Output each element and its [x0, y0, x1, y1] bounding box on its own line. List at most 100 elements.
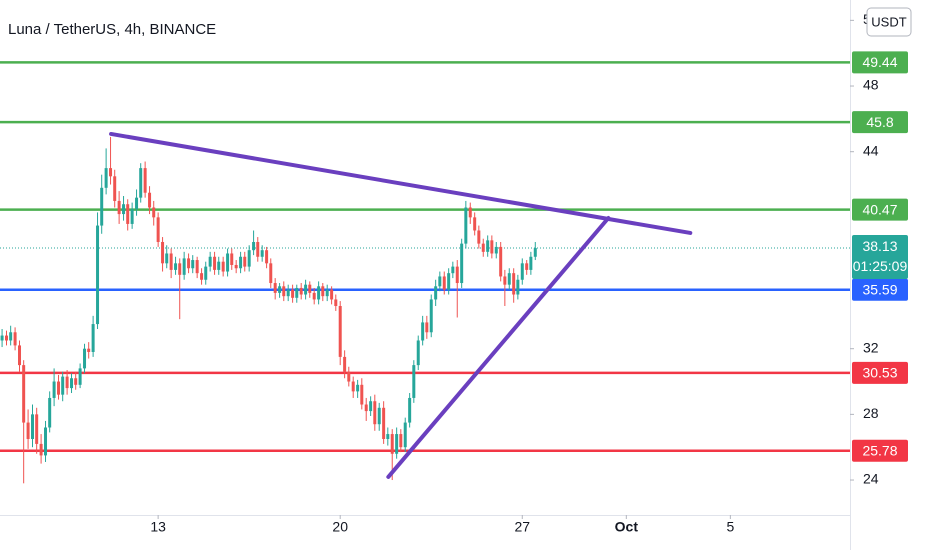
candle-body: [165, 253, 169, 264]
trendline: [386, 216, 611, 479]
candle-body: [61, 376, 65, 395]
level-badge: [852, 361, 908, 384]
level-badge-label: 35.59: [862, 281, 897, 297]
candle-body: [139, 168, 143, 198]
candle-body: [130, 209, 134, 224]
currency-label[interactable]: USDT: [871, 14, 906, 29]
candle-body: [260, 250, 264, 257]
candle-body: [65, 376, 69, 389]
candle-body: [473, 217, 477, 231]
candle-body: [174, 263, 178, 270]
candle-body: [52, 381, 56, 398]
candle-body: [299, 287, 303, 295]
candle-body: [265, 250, 269, 264]
candle-body: [78, 368, 82, 385]
level-badge: [852, 198, 908, 221]
candle-body: [520, 263, 524, 280]
candle-body: [204, 266, 208, 280]
candle-body: [152, 207, 156, 218]
y-tick-label: 24: [863, 471, 879, 487]
candle-body: [96, 225, 100, 325]
candle-body: [317, 286, 321, 300]
level-badge-label: 30.53: [862, 365, 897, 381]
candle-body: [477, 230, 481, 244]
candle-body: [360, 384, 364, 405]
candle-body: [252, 241, 256, 251]
candle-body: [9, 332, 13, 341]
x-tick-label: 20: [332, 519, 348, 535]
candle-body: [239, 256, 243, 269]
y-tick-label: 48: [863, 77, 879, 93]
candle-body: [338, 306, 342, 357]
candle-body: [408, 397, 412, 423]
candle-body: [83, 348, 87, 369]
candle-body: [494, 246, 498, 254]
candle-body: [447, 273, 451, 290]
x-tick-label: 13: [150, 519, 166, 535]
candle-body: [31, 414, 35, 439]
level-badge-label: 40.47: [862, 201, 897, 217]
level-badge: [852, 111, 908, 134]
level-badge-label: 25.78: [862, 443, 897, 459]
candle-body: [282, 286, 286, 297]
level-badge-label: 49.44: [862, 54, 897, 70]
candle-body: [464, 207, 468, 244]
candle-body: [403, 422, 407, 448]
candle-body: [503, 276, 507, 285]
candle-body: [5, 335, 9, 341]
candle-body: [100, 187, 104, 226]
candle-body: [187, 258, 191, 269]
candle-body: [109, 168, 113, 177]
candle-body: [395, 434, 399, 454]
candle-body: [373, 401, 377, 425]
level-badge: [852, 278, 908, 301]
y-tick-label: 32: [863, 339, 879, 355]
candle-body: [330, 289, 334, 300]
candle-body: [87, 348, 91, 352]
currency-box[interactable]: [866, 7, 912, 37]
candle-body: [74, 378, 78, 385]
candle-body: [182, 258, 186, 275]
candle-body: [13, 332, 17, 346]
candle-body: [325, 289, 329, 297]
candle-body: [399, 434, 403, 448]
candle-body: [195, 260, 199, 274]
candle-body: [221, 261, 225, 272]
candle-body: [226, 253, 230, 272]
candle-body: [516, 279, 520, 295]
candle-body: [39, 443, 43, 456]
candle-body: [148, 192, 152, 208]
candle-body: [356, 384, 360, 392]
candle-body: [295, 287, 299, 298]
candle-body: [291, 289, 295, 298]
candle-body: [26, 422, 30, 439]
candle-body: [390, 434, 394, 454]
candle-body: [312, 292, 316, 300]
candle-body: [334, 299, 338, 307]
candle-body: [217, 261, 221, 270]
x-tick-label: 5: [726, 519, 734, 535]
candle-body: [35, 414, 39, 444]
candle-body: [321, 286, 325, 297]
candle-body: [57, 381, 61, 395]
trendline: [109, 131, 693, 235]
candle-body: [499, 246, 503, 277]
candle-body: [44, 427, 48, 456]
candle-body: [434, 286, 438, 300]
candle-body: [247, 250, 251, 267]
candle-body: [122, 204, 126, 215]
candle-body: [425, 322, 429, 333]
candle-body: [481, 243, 485, 252]
candle-body: [533, 248, 537, 257]
axes: 242832444852132027Oct549.4445.840.4735.5…: [150, 11, 908, 535]
candle-body: [382, 407, 386, 439]
candle-body: [468, 207, 472, 218]
candle-body: [351, 381, 355, 392]
candle-body: [178, 263, 182, 275]
candle-body: [286, 289, 290, 297]
candle-body: [507, 273, 511, 285]
candle-body: [91, 324, 95, 352]
candle-body: [208, 256, 212, 267]
candle-body: [308, 284, 312, 293]
